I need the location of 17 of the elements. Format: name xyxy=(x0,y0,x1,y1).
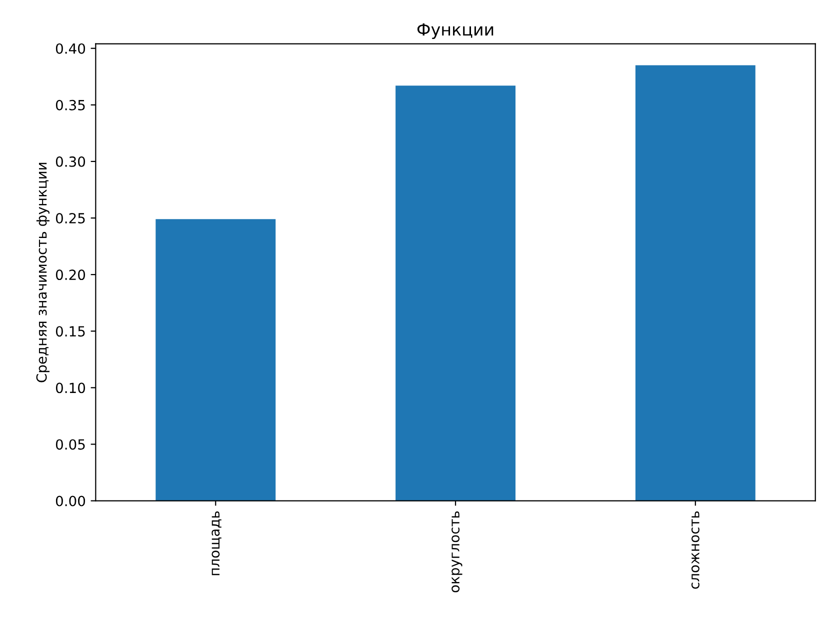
y-tick-label: 0.20 xyxy=(56,270,86,280)
y-tick-label: 0.05 xyxy=(56,439,85,450)
y-tick-label: 0.15 xyxy=(56,326,85,337)
bar xyxy=(156,219,276,501)
y-tick-label: 0.40 xyxy=(56,43,86,54)
bar xyxy=(635,65,756,501)
y-tick-label: 0.25 xyxy=(56,212,85,224)
x-tick-label: сложность xyxy=(691,511,700,589)
y-tick-label: 0.10 xyxy=(56,382,86,394)
bar xyxy=(396,86,516,501)
y-axis-title: Средняя значимость функции xyxy=(36,162,50,382)
x-tick-label: округлость xyxy=(452,511,462,592)
y-tick-label: 0.30 xyxy=(56,156,86,167)
chart-title: Функции xyxy=(417,23,494,39)
y-tick-label: 0.00 xyxy=(56,496,86,506)
y-tick-label: 0.35 xyxy=(56,100,85,110)
x-tick-label: площадь xyxy=(212,511,222,576)
